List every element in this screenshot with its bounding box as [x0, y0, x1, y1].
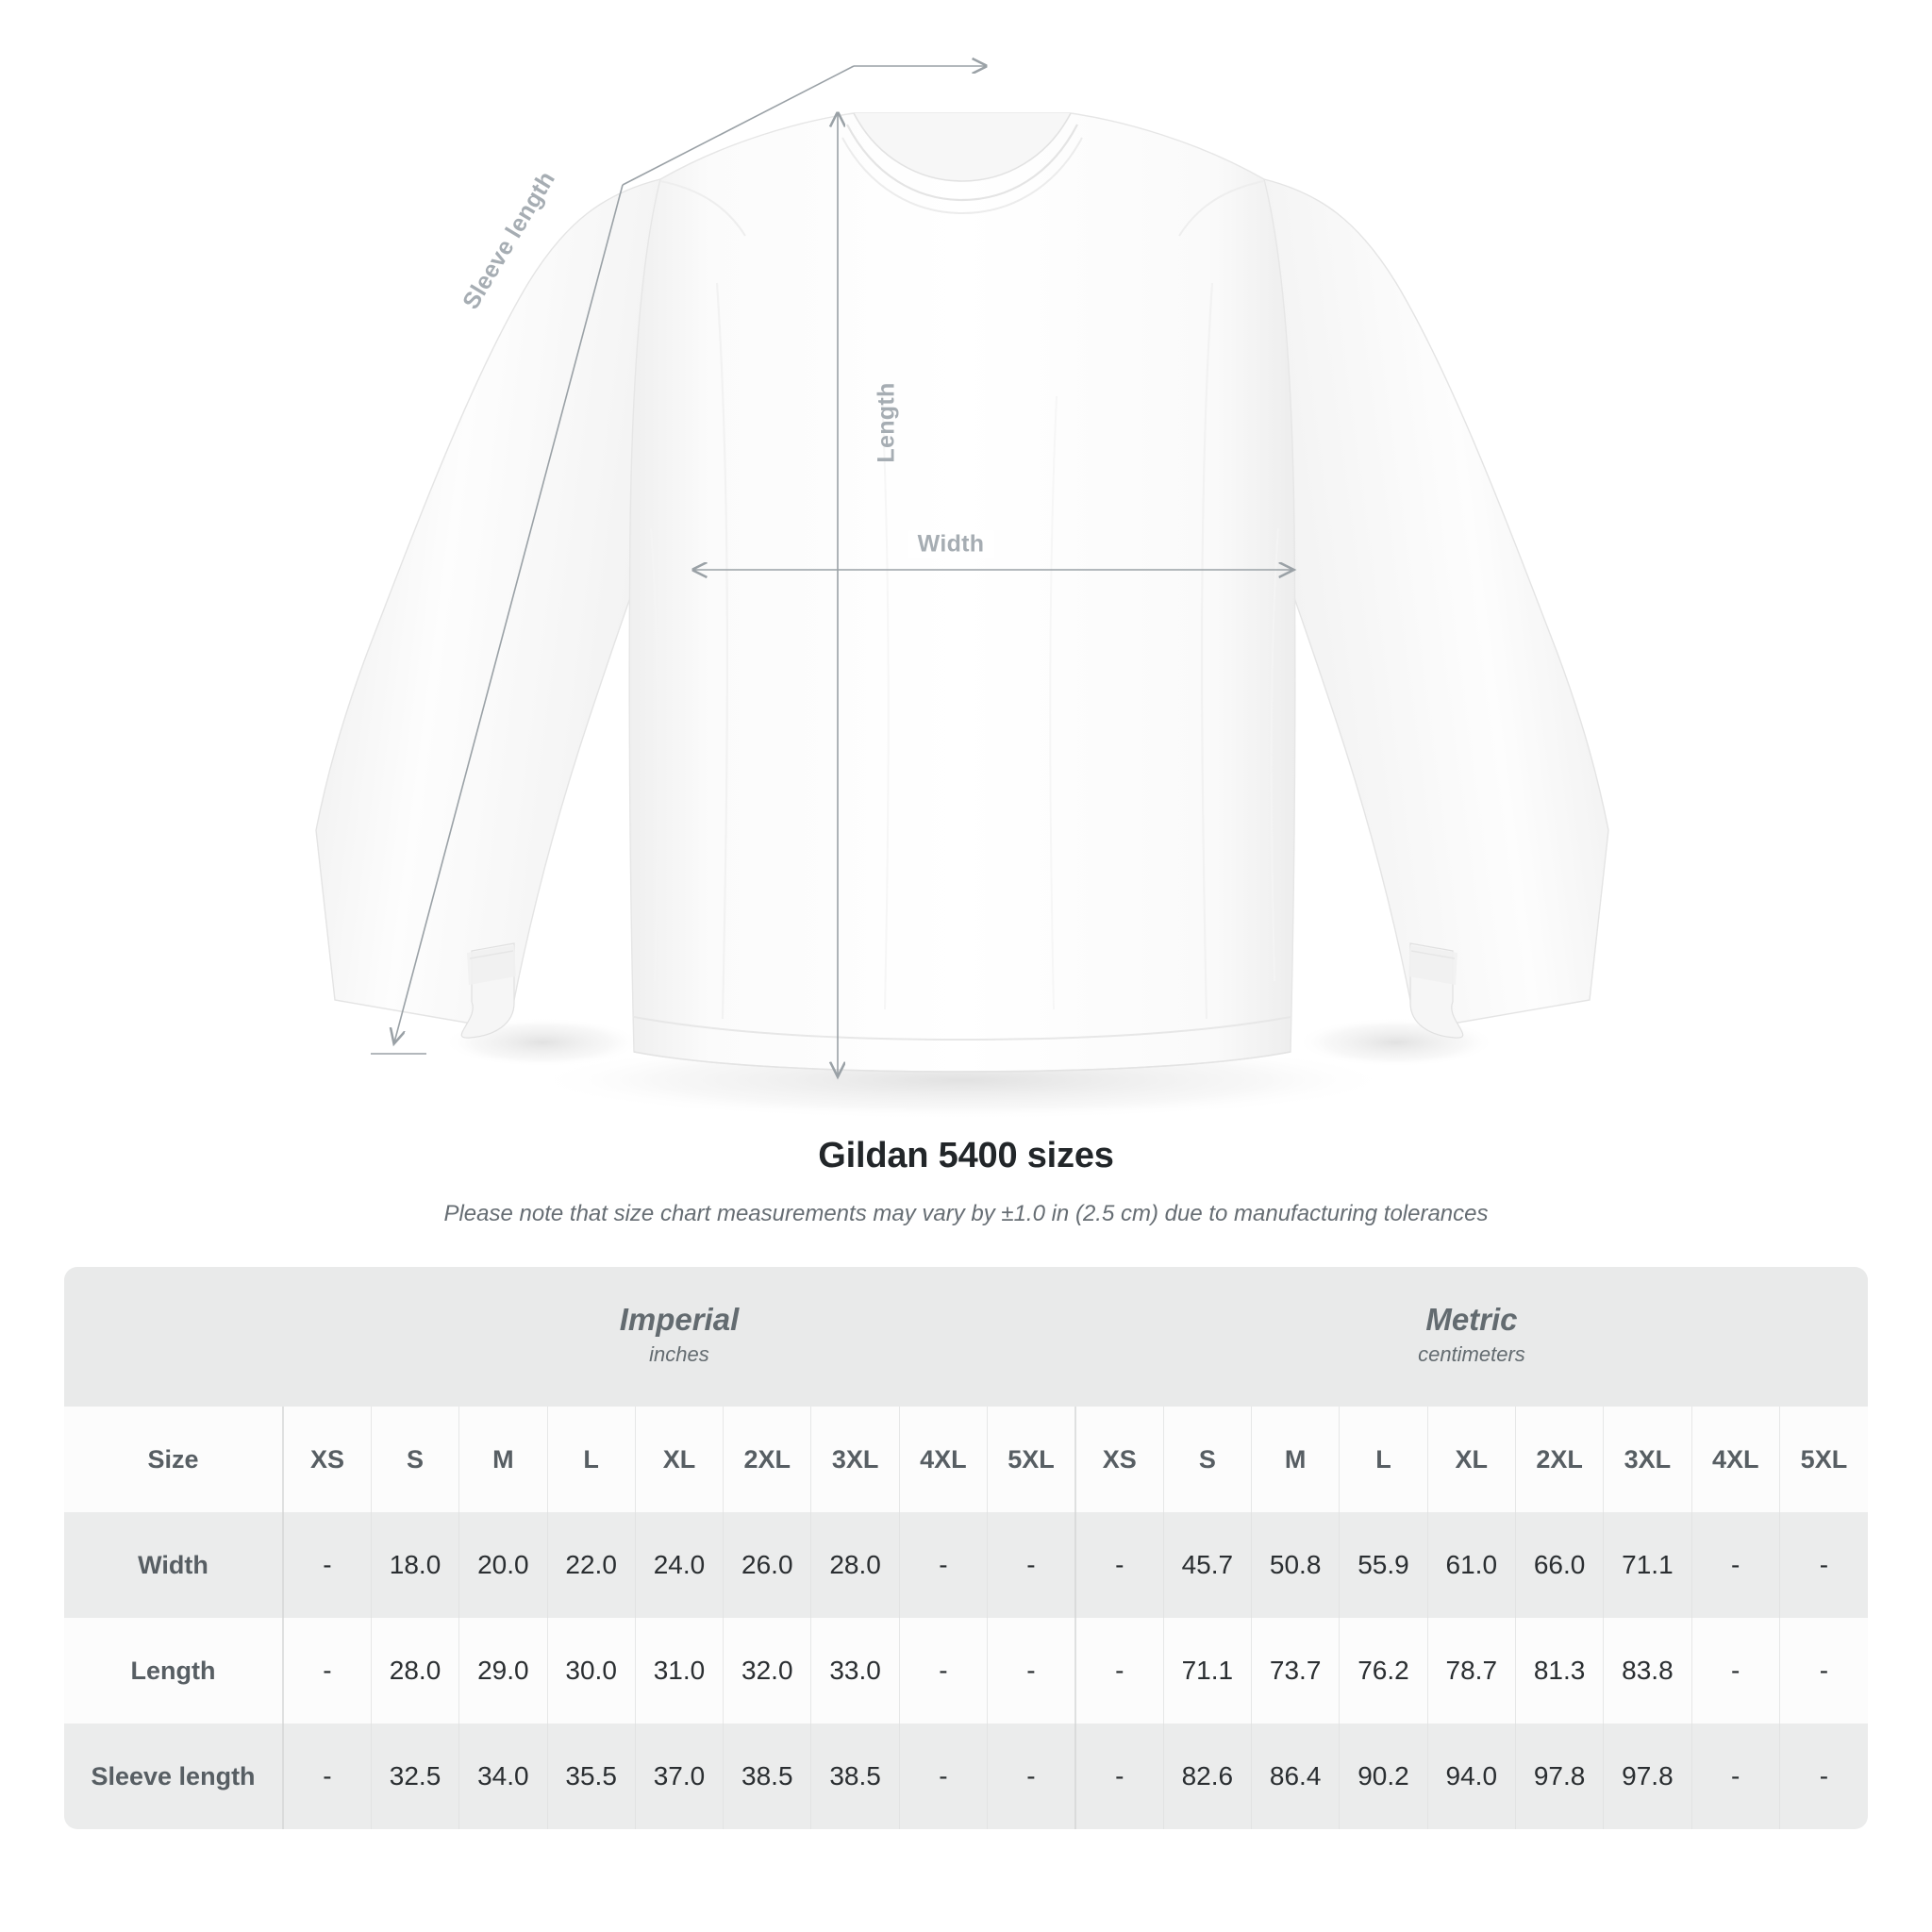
cell-sleeve-s-metric: 82.6	[1162, 1724, 1252, 1829]
cell-length-s-metric: 71.1	[1162, 1618, 1252, 1724]
row-label-length: Length	[64, 1618, 284, 1724]
cell-width-xs-imperial: -	[282, 1512, 372, 1618]
cell-width-xs-metric: -	[1074, 1512, 1164, 1618]
cell-width-2xl-imperial: 26.0	[723, 1512, 811, 1618]
cell-length-l-imperial: 30.0	[546, 1618, 636, 1724]
unit-group-imperial-name: Imperial	[619, 1302, 740, 1338]
size-header-cell-3xl-imperial: 3XL	[810, 1407, 900, 1512]
cell-width-l-imperial: 22.0	[546, 1512, 636, 1618]
cell-sleeve-xl-metric: 94.0	[1426, 1724, 1516, 1829]
size-header-cell-5xl-imperial: 5XL	[987, 1407, 1075, 1512]
size-header-cell-xs-metric: XS	[1074, 1407, 1164, 1512]
size-header-cell-xl-metric: XL	[1426, 1407, 1516, 1512]
unit-header-spacer	[64, 1267, 284, 1407]
cell-length-m-imperial: 29.0	[458, 1618, 547, 1724]
cell-length-xs-metric: -	[1074, 1618, 1164, 1724]
size-header-cell-l-imperial: L	[546, 1407, 636, 1512]
cell-width-m-imperial: 20.0	[458, 1512, 547, 1618]
cell-length-4xl-metric: -	[1690, 1618, 1780, 1724]
size-header-cell-xl-imperial: XL	[634, 1407, 724, 1512]
title-block: Gildan 5400 sizes Please note that size …	[0, 1136, 1932, 1227]
cell-sleeve-m-metric: 86.4	[1250, 1724, 1340, 1829]
garment-illustration: Sleeve length Length Width	[315, 0, 1609, 1120]
cell-length-2xl-imperial: 32.0	[723, 1618, 811, 1724]
cell-length-3xl-metric: 83.8	[1603, 1618, 1692, 1724]
size-header-cell-m-metric: M	[1250, 1407, 1340, 1512]
size-header-cell-s-imperial: S	[370, 1407, 459, 1512]
size-chart-table-wrapper: Imperial inches Metric centimeters Size …	[64, 1267, 1868, 1829]
size-header-cell-2xl-metric: 2XL	[1514, 1407, 1604, 1512]
cell-sleeve-l-imperial: 35.5	[546, 1724, 636, 1829]
cell-sleeve-xs-imperial: -	[282, 1724, 372, 1829]
cell-sleeve-2xl-metric: 97.8	[1514, 1724, 1604, 1829]
cell-width-2xl-metric: 66.0	[1514, 1512, 1604, 1618]
cell-width-3xl-imperial: 28.0	[810, 1512, 900, 1618]
size-header-cell-4xl-metric: 4XL	[1690, 1407, 1780, 1512]
table-row: Sleeve length - 32.5 34.0 35.5 37.0 38.5…	[64, 1724, 1868, 1829]
cell-width-xl-metric: 61.0	[1426, 1512, 1516, 1618]
size-header-row: Size XS S M L XL 2XL 3XL 4XL 5XL XS S M …	[64, 1407, 1868, 1512]
cell-length-5xl-imperial: -	[987, 1618, 1075, 1724]
unit-group-imperial-sub: inches	[649, 1342, 709, 1367]
cell-sleeve-s-imperial: 32.5	[370, 1724, 459, 1829]
table-row: Length - 28.0 29.0 30.0 31.0 32.0 33.0 -…	[64, 1618, 1868, 1724]
cell-sleeve-xl-imperial: 37.0	[634, 1724, 724, 1829]
cell-width-s-metric: 45.7	[1162, 1512, 1252, 1618]
unit-group-metric-sub: centimeters	[1418, 1342, 1525, 1367]
size-header-cell-s-metric: S	[1162, 1407, 1252, 1512]
cell-length-3xl-imperial: 33.0	[810, 1618, 900, 1724]
cell-width-4xl-metric: -	[1690, 1512, 1780, 1618]
size-header-label: Size	[64, 1407, 284, 1512]
unit-group-header-row: Imperial inches Metric centimeters	[64, 1267, 1868, 1407]
page-title: Gildan 5400 sizes	[818, 1136, 1114, 1175]
cell-length-4xl-imperial: -	[898, 1618, 988, 1724]
width-dimension-label: Width	[908, 530, 994, 558]
cell-width-4xl-imperial: -	[898, 1512, 988, 1618]
cell-length-s-imperial: 28.0	[370, 1618, 459, 1724]
size-header-cell-2xl-imperial: 2XL	[723, 1407, 811, 1512]
size-header-cell-m-imperial: M	[458, 1407, 547, 1512]
cell-length-xl-metric: 78.7	[1426, 1618, 1516, 1724]
cell-sleeve-l-metric: 90.2	[1339, 1724, 1428, 1829]
cell-sleeve-5xl-metric: -	[1778, 1724, 1868, 1829]
cell-sleeve-3xl-imperial: 38.5	[810, 1724, 900, 1829]
size-header-cell-4xl-imperial: 4XL	[898, 1407, 988, 1512]
table-row: Width - 18.0 20.0 22.0 24.0 26.0 28.0 - …	[64, 1512, 1868, 1618]
cell-length-l-metric: 76.2	[1339, 1618, 1428, 1724]
tolerance-note: Please note that size chart measurements…	[443, 1201, 1489, 1226]
cell-sleeve-xs-metric: -	[1074, 1724, 1164, 1829]
cell-sleeve-2xl-imperial: 38.5	[723, 1724, 811, 1829]
cell-length-2xl-metric: 81.3	[1514, 1618, 1604, 1724]
cell-sleeve-m-imperial: 34.0	[458, 1724, 547, 1829]
shirt-diagram-svg	[315, 0, 1609, 1120]
size-header-cell-5xl-metric: 5XL	[1778, 1407, 1868, 1512]
row-label-sleeve-length: Sleeve length	[64, 1724, 284, 1829]
cell-length-5xl-metric: -	[1778, 1618, 1868, 1724]
cell-width-3xl-metric: 71.1	[1603, 1512, 1692, 1618]
cell-width-l-metric: 55.9	[1339, 1512, 1428, 1618]
cell-width-m-metric: 50.8	[1250, 1512, 1340, 1618]
unit-group-metric-name: Metric	[1425, 1302, 1518, 1338]
cell-length-xs-imperial: -	[282, 1618, 372, 1724]
cell-width-5xl-imperial: -	[987, 1512, 1075, 1618]
cell-width-xl-imperial: 24.0	[634, 1512, 724, 1618]
size-header-cell-xs-imperial: XS	[282, 1407, 372, 1512]
cell-sleeve-4xl-metric: -	[1690, 1724, 1780, 1829]
cell-sleeve-4xl-imperial: -	[898, 1724, 988, 1829]
length-dimension-label: Length	[873, 382, 900, 463]
size-header-cell-l-metric: L	[1339, 1407, 1428, 1512]
size-header-cell-3xl-metric: 3XL	[1603, 1407, 1692, 1512]
unit-group-metric: Metric centimeters	[1074, 1267, 1868, 1407]
cell-length-m-metric: 73.7	[1250, 1618, 1340, 1724]
cell-width-5xl-metric: -	[1778, 1512, 1868, 1618]
cell-sleeve-5xl-imperial: -	[987, 1724, 1075, 1829]
unit-group-imperial: Imperial inches	[283, 1267, 1075, 1407]
cell-sleeve-3xl-metric: 97.8	[1603, 1724, 1692, 1829]
size-chart-table: Imperial inches Metric centimeters Size …	[64, 1267, 1868, 1829]
row-label-width: Width	[64, 1512, 284, 1618]
cell-length-xl-imperial: 31.0	[634, 1618, 724, 1724]
cell-width-s-imperial: 18.0	[370, 1512, 459, 1618]
